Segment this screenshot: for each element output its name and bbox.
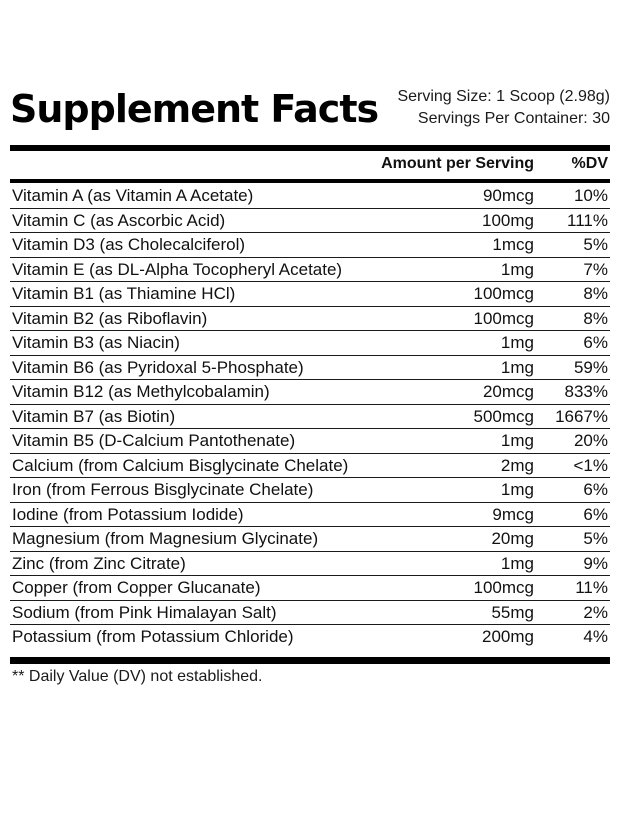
- table-row: Calcium (from Calcium Bisglycinate Chela…: [10, 454, 610, 478]
- bottom-divider: [10, 657, 610, 664]
- nutrient-amount: 9mcg: [492, 504, 534, 524]
- nutrient-dv: 111%: [567, 210, 608, 230]
- table-row: Iodine (from Potassium Iodide) 9mcg 6%: [10, 503, 610, 527]
- table-row: Zinc (from Zinc Citrate) 1mg 9%: [10, 552, 610, 576]
- nutrient-name: Vitamin B1 (as Thiamine HCl): [12, 284, 236, 303]
- nutrient-amount: 1mg: [500, 259, 534, 279]
- nutrient-dv: 10%: [573, 186, 608, 205]
- nutrient-amount: 1mg: [500, 553, 534, 573]
- table-row: Vitamin B7 (as Biotin) 500mcg 1667%: [10, 405, 610, 429]
- nutrient-name: Potassium (from Potassium Chloride): [12, 627, 294, 646]
- nutrient-dv: 5%: [583, 235, 608, 254]
- amount-header: Amount per Serving: [381, 155, 534, 172]
- table-row: Sodium (from Pink Himalayan Salt) 55mg 2%: [10, 601, 610, 625]
- serving-info: Serving Size: 1 Scoop (2.98g) Servings P…: [397, 86, 610, 130]
- nutrient-name: Vitamin B12 (as Methylcobalamin): [12, 382, 270, 401]
- table-row: Vitamin B3 (as Niacin) 1mg 6%: [10, 331, 610, 356]
- nutrient-table: Vitamin A (as Vitamin A Acetate) 90mcg 10%…: [10, 184, 610, 649]
- nutrient-name: Iodine (from Potassium Iodide): [12, 504, 244, 524]
- nutrient-dv: 8%: [583, 284, 608, 303]
- nutrient-name: Vitamin D3 (as Cholecalciferol): [12, 235, 246, 254]
- table-row: Vitamin B6 (as Pyridoxal 5-Phosphate) 1mg…: [10, 356, 610, 380]
- nutrient-name: Vitamin E (as DL-Alpha Tocopheryl Acetat…: [12, 259, 343, 279]
- nutrient-dv: 6%: [583, 480, 608, 499]
- nutrient-dv: 8%: [583, 308, 608, 328]
- nutrient-name: Zinc (from Zinc Citrate): [12, 553, 186, 573]
- nutrient-dv: 11%: [575, 578, 608, 597]
- nutrient-amount: 1mg: [500, 357, 534, 377]
- nutrient-dv: <1%: [573, 455, 609, 475]
- table-row: Vitamin B5 (D-Calcium Pantothenate) 1mg 20…: [10, 429, 610, 454]
- nutrient-dv: 5%: [583, 529, 608, 548]
- nutrient-amount: 55mg: [491, 602, 534, 622]
- nutrient-name: Vitamin B6 (as Pyridoxal 5-Phosphate): [12, 357, 304, 377]
- nutrient-name: Calcium (from Calcium Bisglycinate Chela…: [12, 455, 349, 475]
- nutrient-amount: 1mg: [500, 480, 534, 499]
- nutrient-dv: 6%: [583, 333, 608, 352]
- nutrient-name: Vitamin B2 (as Riboflavin): [12, 308, 208, 328]
- table-row: Potassium (from Potassium Chloride) 200mg…: [10, 625, 610, 649]
- nutrient-amount: 100mcg: [473, 578, 534, 597]
- nutrient-name: Vitamin B5 (D-Calcium Pantothenate): [12, 431, 296, 450]
- nutrient-dv: 9%: [583, 553, 608, 573]
- table-row: Vitamin B1 (as Thiamine HCl) 100mcg 8%: [10, 282, 610, 307]
- nutrient-amount: 100mcg: [473, 284, 534, 303]
- table-row: Vitamin E (as DL-Alpha Tocopheryl Acetat…: [10, 258, 610, 282]
- nutrient-dv: 2%: [583, 602, 608, 622]
- nutrient-name: Copper (from Copper Glucanate): [12, 578, 261, 597]
- table-row: Vitamin B12 (as Methylcobalamin) 20mcg 833…: [10, 380, 610, 405]
- nutrient-amount: 1mg: [500, 333, 534, 352]
- nutrient-dv: 1667%: [555, 406, 608, 426]
- nutrient-dv: 59%: [573, 357, 608, 377]
- page-title: Supplement Facts: [10, 87, 379, 131]
- table-row: Iron (from Ferrous Bisglycinate Chelate)…: [10, 478, 610, 503]
- table-row: Copper (from Copper Glucanate) 100mcg 11%: [10, 576, 610, 601]
- nutrient-name: Vitamin C (as Ascorbic Acid): [12, 210, 226, 230]
- top-divider: [10, 145, 610, 151]
- table-row: Vitamin B2 (as Riboflavin) 100mcg 8%: [10, 307, 610, 331]
- nutrient-amount: 100mcg: [473, 308, 534, 328]
- table-header: Amount per Serving %DV: [10, 152, 610, 178]
- dv-header: %DV: [571, 155, 608, 172]
- nutrient-amount: 500mcg: [473, 406, 534, 426]
- nutrient-amount: 20mcg: [482, 382, 534, 401]
- table-row: Vitamin C (as Ascorbic Acid) 100mg 111%: [10, 209, 610, 233]
- nutrient-name: Vitamin B7 (as Biotin): [12, 406, 176, 426]
- nutrient-name: Vitamin A (as Vitamin A Acetate): [12, 186, 254, 205]
- header-divider: [10, 179, 610, 183]
- nutrient-name: Vitamin B3 (as Niacin): [12, 333, 180, 352]
- table-row: Vitamin A (as Vitamin A Acetate) 90mcg 10%: [10, 184, 610, 209]
- nutrient-amount: 200mg: [482, 627, 534, 646]
- nutrient-dv: 7%: [583, 259, 608, 279]
- nutrient-dv: 20%: [573, 431, 608, 450]
- serving-size: Serving Size: 1 Scoop (2.98g): [397, 88, 610, 105]
- nutrient-amount: 1mg: [500, 431, 534, 450]
- nutrient-amount: 100mg: [482, 210, 534, 230]
- nutrient-amount: 20mg: [491, 529, 534, 548]
- nutrient-dv: 4%: [583, 627, 608, 646]
- footnote: ** Daily Value (DV) not established.: [12, 668, 263, 685]
- nutrient-dv: 6%: [583, 504, 608, 524]
- nutrient-name: Iron (from Ferrous Bisglycinate Chelate): [12, 480, 314, 499]
- nutrient-amount: 2mg: [500, 455, 534, 475]
- nutrient-name: Magnesium (from Magnesium Glycinate): [12, 529, 319, 548]
- table-row: Vitamin D3 (as Cholecalciferol) 1mcg 5%: [10, 233, 610, 258]
- nutrient-name: Sodium (from Pink Himalayan Salt): [12, 602, 277, 622]
- nutrient-amount: 90mcg: [482, 186, 534, 205]
- servings-per-container: Servings Per Container: 30: [417, 110, 610, 127]
- table-row: Magnesium (from Magnesium Glycinate) 20mg…: [10, 527, 610, 552]
- nutrient-amount: 1mcg: [492, 235, 534, 254]
- nutrient-dv: 833%: [564, 382, 608, 401]
